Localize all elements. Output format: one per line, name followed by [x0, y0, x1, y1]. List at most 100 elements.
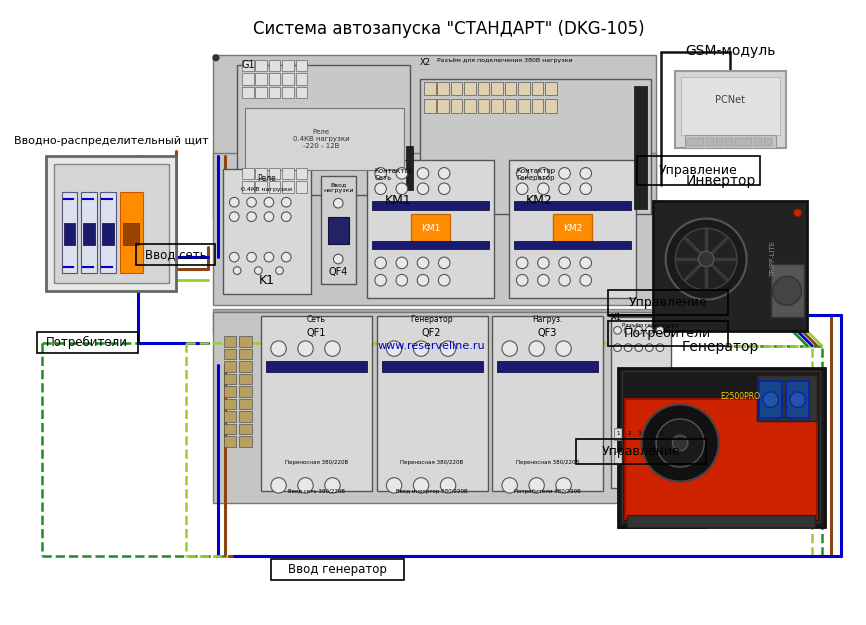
Bar — [239, 349, 252, 359]
Circle shape — [529, 341, 545, 356]
Text: Ввод
нагрузки: Ввод нагрузки — [323, 182, 353, 193]
Circle shape — [375, 183, 386, 194]
Text: Ввод сеть 380/220В: Ввод сеть 380/220В — [288, 489, 345, 494]
Bar — [519, 99, 530, 112]
Bar — [242, 73, 254, 85]
Circle shape — [516, 168, 528, 179]
Circle shape — [559, 274, 571, 286]
Text: Контактор
Генератор: Контактор Генератор — [516, 168, 555, 181]
Text: GSM-модуль: GSM-модуль — [685, 44, 775, 58]
Circle shape — [396, 183, 408, 194]
Circle shape — [438, 168, 450, 179]
Circle shape — [614, 344, 622, 351]
Text: KM2: KM2 — [526, 194, 553, 207]
Bar — [614, 428, 623, 440]
Text: Разъём генератора: Разъём генератора — [623, 323, 679, 328]
Bar — [124, 223, 139, 244]
Circle shape — [635, 326, 643, 334]
Circle shape — [417, 183, 429, 194]
Bar — [321, 176, 356, 284]
Bar — [623, 371, 820, 522]
Bar — [726, 138, 734, 146]
Text: Контактор
Сеть: Контактор Сеть — [375, 168, 414, 181]
Bar — [706, 138, 714, 146]
Text: Разъём для подключения 380В нагрузки: Разъём для подключения 380В нагрузки — [437, 58, 573, 63]
Bar — [635, 428, 643, 440]
Bar — [242, 168, 254, 179]
Circle shape — [413, 341, 429, 356]
Text: QF3: QF3 — [538, 328, 557, 338]
Circle shape — [642, 404, 719, 481]
Text: Потребители: Потребители — [46, 336, 128, 349]
Circle shape — [559, 257, 571, 269]
Bar — [239, 411, 252, 422]
Bar — [372, 241, 489, 249]
Bar — [675, 71, 786, 148]
Bar — [553, 214, 591, 243]
Bar — [239, 436, 252, 447]
Circle shape — [538, 274, 549, 286]
Circle shape — [440, 478, 456, 493]
Circle shape — [325, 478, 340, 493]
Text: Потребители 380/220В: Потребители 380/220В — [514, 489, 580, 494]
Bar — [64, 223, 75, 244]
Bar — [764, 138, 772, 146]
Circle shape — [375, 274, 386, 286]
Bar — [617, 368, 824, 527]
Bar — [255, 181, 267, 192]
Circle shape — [790, 392, 805, 408]
Bar — [424, 82, 436, 96]
Circle shape — [271, 341, 287, 356]
Bar — [296, 87, 307, 98]
Bar — [653, 201, 807, 331]
Circle shape — [298, 478, 313, 493]
Circle shape — [538, 257, 549, 269]
Bar — [505, 82, 516, 96]
Circle shape — [559, 168, 571, 179]
Text: Система автозапуска "СТАНДАРТ" (DKG-105): Система автозапуска "СТАНДАРТ" (DKG-105) — [253, 20, 645, 38]
Circle shape — [375, 257, 386, 269]
Text: Вводно-распределительный щит: Вводно-распределительный щит — [14, 136, 209, 146]
Text: E2500PRO: E2500PRO — [720, 392, 759, 401]
Text: QF1: QF1 — [307, 328, 326, 338]
Bar — [505, 99, 516, 112]
Bar — [239, 361, 252, 372]
Circle shape — [580, 183, 591, 194]
Bar — [464, 99, 476, 112]
Bar — [508, 160, 636, 298]
Text: Сеть: Сеть — [307, 315, 326, 324]
Circle shape — [772, 276, 801, 305]
Bar — [656, 452, 665, 464]
Bar — [645, 452, 654, 464]
Text: 0.4КВ нагрузки: 0.4КВ нагрузки — [242, 188, 293, 192]
Text: G1: G1 — [242, 60, 255, 70]
Bar — [223, 169, 311, 294]
Bar — [685, 135, 777, 148]
Bar — [546, 99, 557, 112]
Bar — [242, 87, 254, 98]
Bar — [81, 192, 96, 274]
Text: Генератор: Генератор — [682, 341, 759, 354]
Text: Управление: Управление — [659, 164, 738, 177]
Bar — [213, 55, 656, 219]
Text: 5: 5 — [659, 431, 662, 436]
Circle shape — [538, 183, 549, 194]
Bar — [451, 82, 462, 96]
Bar — [237, 64, 410, 194]
Text: PCNet: PCNet — [715, 95, 746, 105]
Bar — [424, 99, 436, 112]
Bar — [786, 381, 809, 418]
Bar — [546, 82, 557, 96]
Bar — [367, 160, 494, 298]
Circle shape — [440, 341, 456, 356]
Text: X1: X1 — [611, 313, 622, 322]
Circle shape — [656, 326, 663, 334]
Bar — [296, 60, 307, 71]
Bar — [757, 374, 817, 421]
Circle shape — [271, 478, 287, 493]
Circle shape — [413, 478, 429, 493]
Bar — [411, 214, 450, 243]
Bar — [437, 82, 449, 96]
Circle shape — [516, 183, 528, 194]
Text: Управление: Управление — [601, 445, 680, 458]
